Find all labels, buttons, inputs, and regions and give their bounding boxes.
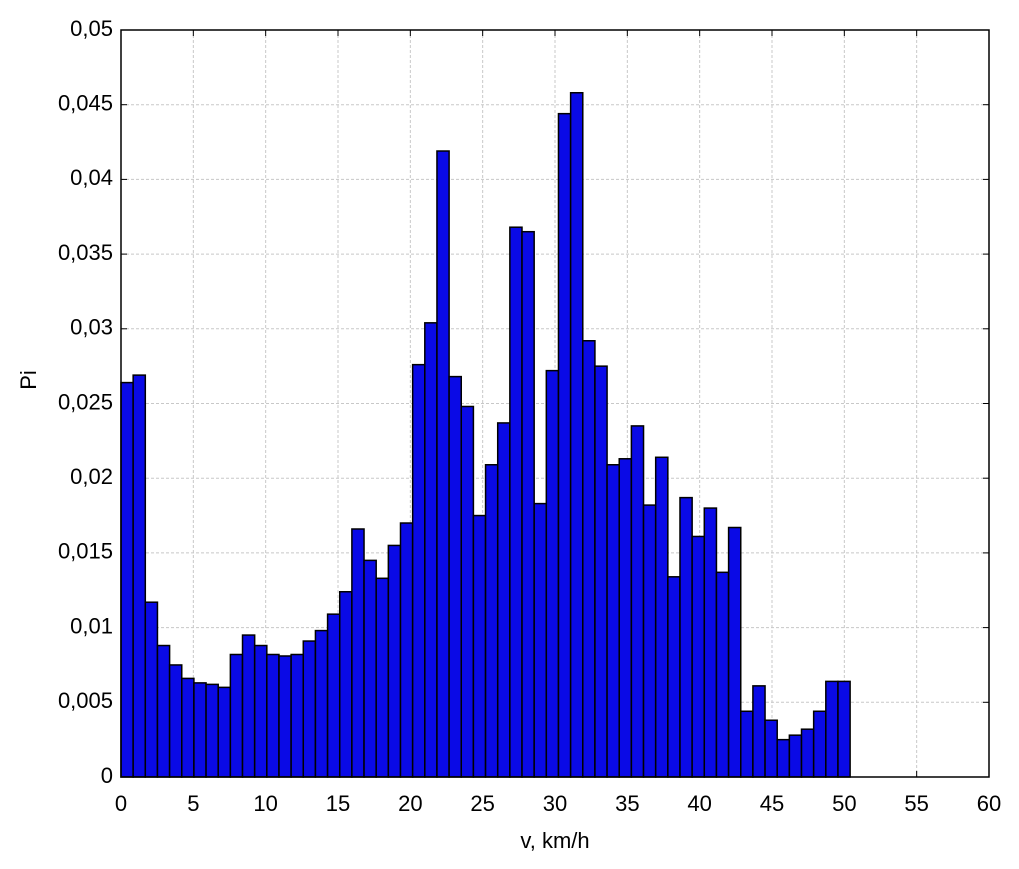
bar [144, 601, 159, 778]
bar [156, 644, 171, 778]
y-tick-label: 0,005 [58, 688, 113, 713]
bar [740, 710, 754, 778]
bar [424, 322, 438, 778]
bar [545, 369, 560, 778]
x-axis-label: v, km/h [520, 828, 589, 853]
bar [399, 522, 414, 778]
bar [338, 590, 353, 778]
bar [630, 425, 645, 778]
bar [594, 365, 608, 778]
y-tick-label: 0 [101, 763, 113, 788]
y-tick-label: 0,025 [58, 389, 113, 414]
bar [253, 644, 268, 778]
bar [703, 507, 718, 778]
bar [667, 576, 681, 778]
bar [229, 653, 244, 778]
x-tick-label: 50 [832, 791, 856, 816]
x-tick-label: 10 [253, 791, 277, 816]
bar [181, 677, 195, 778]
bar [837, 680, 851, 778]
bar [691, 535, 706, 778]
y-tick-label: 0,05 [70, 16, 113, 41]
x-tick-label: 0 [115, 791, 127, 816]
x-tick-label: 60 [977, 791, 1001, 816]
bar [460, 405, 475, 778]
bar [387, 544, 402, 778]
x-tick-label: 15 [326, 791, 350, 816]
bar [132, 374, 147, 778]
bar [788, 734, 803, 778]
bar [606, 464, 620, 778]
bar [800, 728, 815, 778]
bar [825, 680, 839, 778]
y-tick-label: 0,02 [70, 464, 113, 489]
bar [290, 653, 305, 778]
x-tick-label: 5 [187, 791, 199, 816]
bar [193, 682, 207, 778]
bar [521, 230, 535, 778]
bar [472, 514, 487, 778]
bar [533, 502, 548, 778]
plot-frame [120, 29, 990, 778]
x-tick-label: 45 [760, 791, 784, 816]
bar [363, 559, 377, 778]
bar [326, 613, 341, 778]
bar [302, 640, 317, 778]
bar [266, 653, 280, 778]
x-tick-label: 30 [543, 791, 567, 816]
x-tick-label: 25 [470, 791, 494, 816]
y-axis-label: Pi [16, 370, 41, 390]
y-tick-label: 0,045 [58, 91, 113, 116]
bar [484, 464, 499, 778]
bar [582, 340, 596, 778]
x-tick-label: 20 [398, 791, 422, 816]
bar [375, 577, 390, 778]
bar [411, 363, 426, 778]
y-tick-label: 0,03 [70, 315, 113, 340]
x-tick-label: 35 [615, 791, 639, 816]
bar [436, 150, 450, 778]
bar [557, 112, 572, 778]
bar [448, 375, 463, 778]
x-tick-label: 55 [904, 791, 928, 816]
y-tick-label: 0,04 [70, 165, 113, 190]
bar [715, 571, 730, 778]
bar [776, 738, 791, 778]
bar [569, 91, 584, 778]
bar [679, 496, 693, 778]
bar [168, 664, 183, 778]
bar [217, 686, 232, 778]
bar [727, 526, 742, 778]
bar [509, 226, 523, 778]
bar [618, 458, 633, 778]
y-tick-label: 0,035 [58, 240, 113, 265]
bar [642, 504, 657, 778]
y-tick-label: 0,01 [70, 613, 113, 638]
bar [764, 719, 778, 778]
bar [812, 710, 827, 778]
bar [752, 685, 766, 778]
bar [496, 422, 511, 778]
bar [241, 634, 256, 778]
bar [351, 528, 365, 778]
bar [205, 683, 219, 778]
bar [314, 629, 329, 778]
bar [120, 381, 134, 778]
bar [654, 456, 669, 778]
x-tick-label: 40 [687, 791, 711, 816]
y-tick-label: 0,015 [58, 539, 113, 564]
bar [278, 655, 292, 778]
